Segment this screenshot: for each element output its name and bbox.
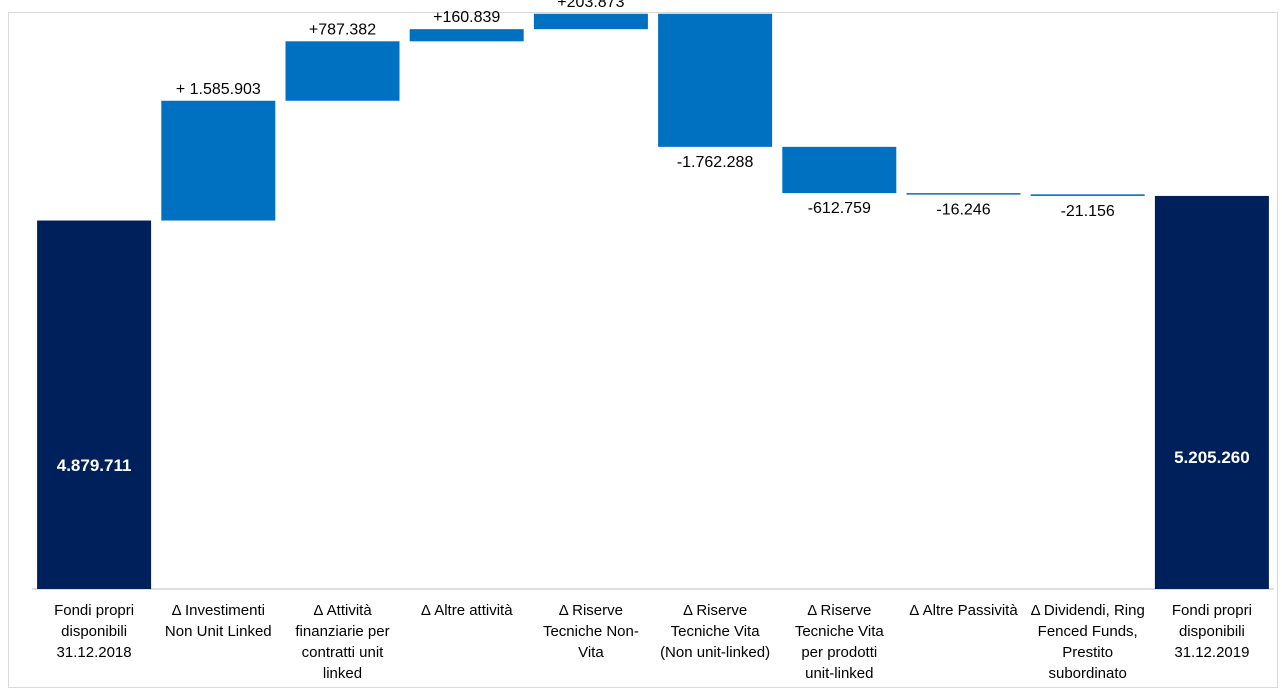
category-label: Δ Riserve [683, 602, 747, 619]
category-label: unit-linked [805, 665, 873, 682]
category-label: Fondi propri [54, 602, 134, 619]
category-label: linked [323, 665, 362, 682]
bar-value-label: + 1.585.903 [176, 81, 261, 98]
category-label: 31.12.2019 [1174, 644, 1249, 661]
category-label: Δ Altre attività [421, 602, 513, 619]
delta-bar [409, 29, 524, 42]
category-label: 31.12.2018 [57, 644, 132, 661]
category-label: Fondi propri [1172, 602, 1252, 619]
delta-bar [285, 41, 400, 101]
category-label: finanziarie per [295, 623, 389, 640]
delta-bar [161, 100, 276, 221]
delta-bar [906, 193, 1021, 195]
category-label: Δ Attività [313, 602, 372, 619]
delta-bar [782, 146, 897, 194]
category-label: Tecniche Non- [543, 623, 639, 640]
category-label: disponibili [61, 623, 127, 640]
delta-bar [658, 13, 773, 147]
category-label: Δ Altre Passività [909, 602, 1018, 619]
bar-value-label: -612.759 [808, 200, 871, 217]
bar-value-label: -16.246 [936, 201, 990, 218]
total-bar [1154, 195, 1269, 589]
category-label: disponibili [1179, 623, 1245, 640]
bar-value-label: 5.205.260 [1174, 448, 1250, 467]
category-label: Non Unit Linked [165, 623, 272, 640]
category-label: per prodotti [801, 644, 877, 661]
bar-value-label: +787.382 [309, 21, 376, 38]
delta-bar [533, 13, 648, 30]
bar-value-label: +160.839 [433, 9, 500, 26]
bar-value-label: 4.879.711 [57, 456, 132, 475]
bar-value-label: -1.762.288 [677, 154, 754, 171]
category-label: (Non unit-linked) [660, 644, 770, 661]
category-label: Δ Dividendi, Ring [1031, 602, 1145, 619]
category-label: contratti unit [302, 644, 385, 661]
category-label: Δ Riserve [807, 602, 871, 619]
category-label: Tecniche Vita [671, 623, 761, 640]
category-label: Fenced Funds, [1038, 623, 1138, 640]
category-label: subordinato [1048, 665, 1126, 682]
category-label: Prestito [1062, 644, 1113, 661]
category-label: Δ Investimenti [172, 602, 265, 619]
total-bar [37, 220, 152, 589]
bar-value-label: -21.156 [1061, 203, 1115, 220]
category-label: Tecniche Vita [795, 623, 885, 640]
delta-bar [1030, 194, 1145, 196]
category-label: Δ Riserve [559, 602, 623, 619]
category-label: Vita [578, 644, 604, 661]
bar-value-label: +203.873 [557, 0, 624, 11]
